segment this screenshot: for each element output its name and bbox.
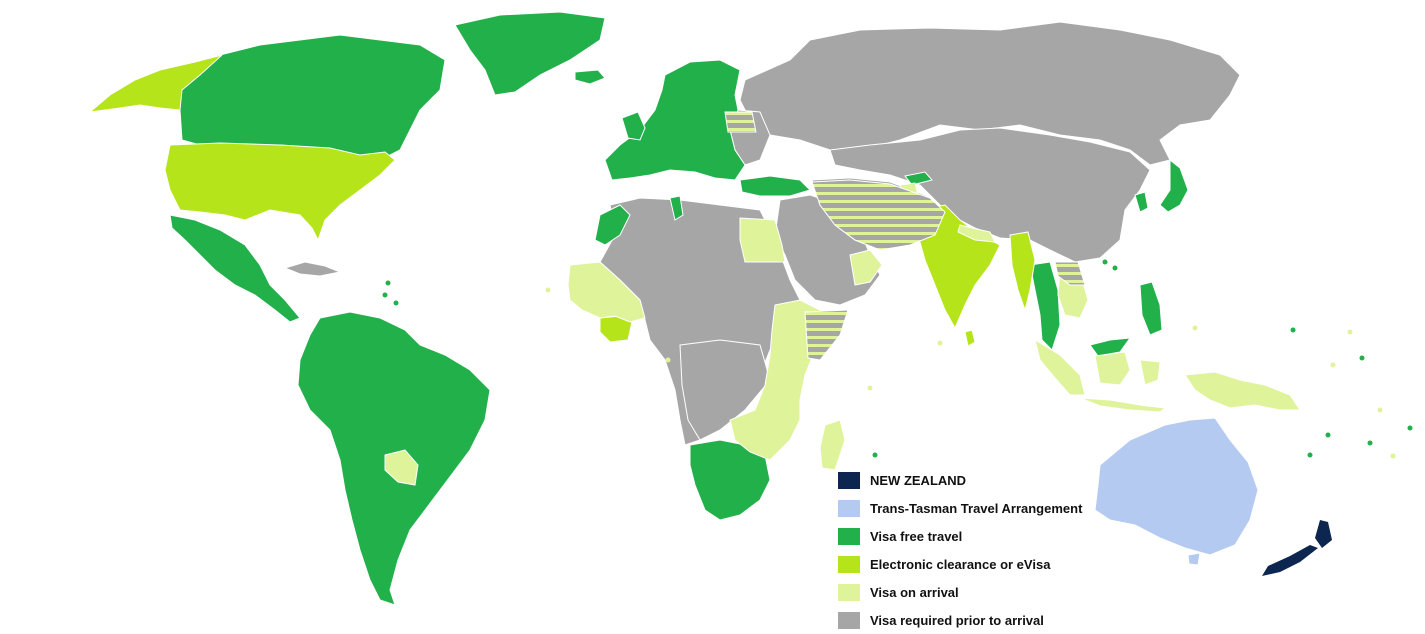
region-maghreb bbox=[594, 204, 631, 246]
region-mexico bbox=[169, 214, 301, 323]
legend-swatch bbox=[838, 611, 860, 629]
region-new-zealand-north bbox=[1315, 520, 1332, 548]
region-korea bbox=[1134, 191, 1149, 213]
legend-label: Visa free travel bbox=[870, 528, 963, 544]
region-thailand bbox=[1029, 261, 1061, 351]
region-japan bbox=[1159, 158, 1189, 213]
region-nepal bbox=[957, 224, 996, 243]
region-australia bbox=[1094, 417, 1259, 556]
region-turkey bbox=[739, 175, 811, 197]
legend-swatch bbox=[838, 583, 860, 601]
legend-swatch bbox=[838, 499, 860, 517]
legend-item-evisa: Electronic clearance or eVisa bbox=[838, 550, 1082, 578]
region-indonesia-java bbox=[1079, 397, 1167, 413]
legend-swatch bbox=[838, 471, 860, 489]
legend-label: NEW ZEALAND bbox=[870, 472, 967, 488]
region-tunisia bbox=[669, 195, 684, 221]
island-markers bbox=[382, 259, 1413, 459]
region-malaysia-borneo bbox=[1089, 337, 1132, 357]
region-greenland bbox=[454, 11, 606, 96]
legend-item-visa-on-arrival: Visa on arrival bbox=[838, 578, 1082, 606]
legend-item-visa-required: Visa required prior to arrival bbox=[838, 606, 1082, 634]
region-bolivia bbox=[384, 449, 419, 486]
region-indonesia-borneo bbox=[1094, 351, 1131, 386]
region-papua bbox=[1184, 371, 1301, 411]
region-indonesia-east bbox=[1139, 359, 1161, 386]
region-usa bbox=[164, 142, 396, 242]
legend-item-visa-free: Visa free travel bbox=[838, 522, 1082, 550]
legend-item-trans-tasman: Trans-Tasman Travel Arrangement bbox=[838, 494, 1082, 522]
map-legend: NEW ZEALAND Trans-Tasman Travel Arrangem… bbox=[838, 466, 1082, 634]
region-myanmar bbox=[1009, 231, 1036, 312]
region-cuba bbox=[283, 261, 342, 277]
legend-swatch bbox=[838, 555, 860, 573]
region-sri-lanka bbox=[964, 329, 976, 347]
region-uk bbox=[621, 111, 646, 141]
legend-label: Visa required prior to arrival bbox=[870, 612, 1044, 628]
region-vietnam-hatched bbox=[1054, 261, 1086, 286]
region-china bbox=[829, 127, 1151, 263]
region-iceland bbox=[574, 69, 606, 85]
region-egypt bbox=[739, 217, 786, 263]
region-oman bbox=[849, 249, 883, 286]
legend-swatch bbox=[838, 527, 860, 545]
region-alaska bbox=[88, 54, 223, 113]
region-tasmania bbox=[1187, 552, 1201, 566]
legend-label: Trans-Tasman Travel Arrangement bbox=[870, 500, 1083, 516]
region-west-africa-voa bbox=[567, 261, 646, 323]
legend-label: Visa on arrival bbox=[870, 584, 959, 600]
region-canada bbox=[179, 34, 446, 161]
region-kyrgyzstan bbox=[904, 171, 933, 186]
region-iran-hatched bbox=[811, 179, 946, 251]
legend-item-new-zealand: NEW ZEALAND bbox=[838, 466, 1082, 494]
region-new-zealand-south bbox=[1262, 545, 1318, 576]
region-madagascar bbox=[819, 419, 846, 471]
region-belarus-hatched bbox=[724, 111, 757, 133]
region-philippines bbox=[1139, 281, 1163, 336]
legend-label: Electronic clearance or eVisa bbox=[870, 556, 1051, 572]
region-indonesia-sumatra bbox=[1034, 338, 1086, 396]
region-somalia-hatched bbox=[804, 309, 849, 361]
